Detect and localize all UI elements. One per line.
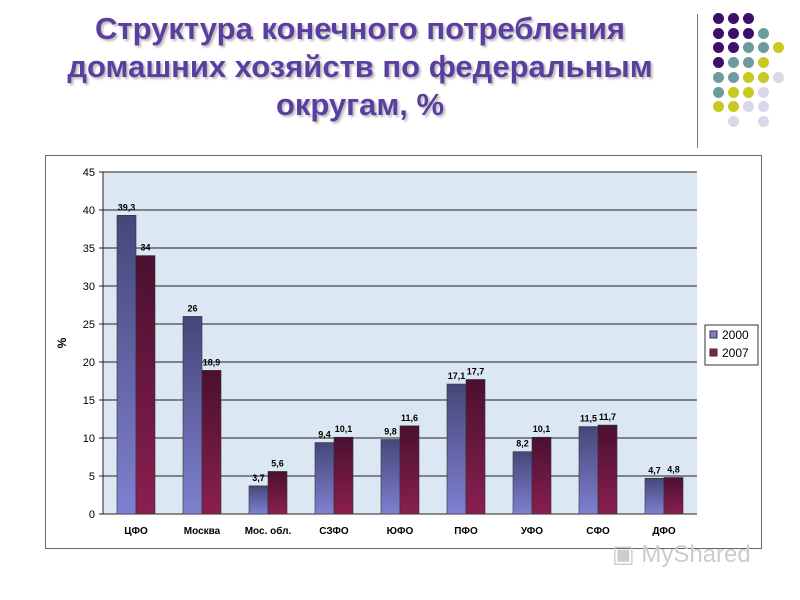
dot <box>728 115 739 127</box>
bar-2007 <box>531 436 552 515</box>
dot <box>713 101 724 113</box>
bar-2007 <box>201 370 222 515</box>
dot <box>743 42 754 54</box>
x-tick-label: Мос. обл. <box>245 525 292 537</box>
data-label: 11,7 <box>599 412 616 422</box>
y-tick-label: 40 <box>83 205 95 217</box>
dot <box>743 57 754 69</box>
y-tick-label: 20 <box>83 357 95 369</box>
bar-2000 <box>512 451 533 515</box>
x-tick-label: ЮФО <box>387 526 414 537</box>
legend-swatch <box>709 330 718 339</box>
dot <box>713 13 724 24</box>
data-label: 8,2 <box>516 439 529 449</box>
dot <box>713 27 724 39</box>
dot <box>743 101 754 113</box>
watermark-text: MyShared <box>641 541 751 568</box>
dot <box>728 42 739 54</box>
dot <box>743 27 754 39</box>
dot <box>758 57 769 69</box>
y-tick-label: 25 <box>83 319 95 331</box>
y-tick-label: 10 <box>83 433 95 445</box>
bar-2000 <box>116 215 137 515</box>
bar-2000 <box>578 426 599 515</box>
bar-2000 <box>446 383 467 515</box>
dot <box>758 86 769 98</box>
bar-2007 <box>465 379 486 515</box>
dot <box>713 42 724 54</box>
x-tick-label: Москва <box>184 526 221 537</box>
bar-2000 <box>182 316 203 515</box>
data-label: 11,5 <box>580 414 597 424</box>
slide-title: Структура конечного потребления домашних… <box>67 11 653 122</box>
dot <box>713 86 724 98</box>
bar-2000 <box>644 477 665 515</box>
data-label: 18,9 <box>203 357 221 367</box>
bar-2007 <box>267 471 288 515</box>
dot <box>728 101 739 113</box>
dot <box>743 86 754 98</box>
data-label: 5,6 <box>271 458 284 468</box>
bar-2000 <box>314 442 335 515</box>
data-label: 3,7 <box>252 473 265 483</box>
bar-2007 <box>333 436 354 515</box>
x-tick-label: СФО <box>586 526 610 537</box>
dot <box>743 71 754 83</box>
dot <box>758 71 769 83</box>
dot <box>728 57 739 69</box>
watermark-logo: ▣ MyShared <box>612 541 751 568</box>
bar-2000 <box>380 439 401 515</box>
legend-label: 2000 <box>722 328 749 342</box>
data-label: 10,1 <box>533 424 551 434</box>
data-label: 26 <box>187 303 197 313</box>
dot <box>728 86 739 98</box>
dot <box>758 27 769 39</box>
dot <box>713 71 724 83</box>
dot <box>773 42 784 54</box>
data-label: 4,8 <box>667 465 680 475</box>
bar-2007 <box>663 477 684 515</box>
dot <box>758 42 769 54</box>
x-tick-label: ЦФО <box>124 526 148 537</box>
data-label: 9,8 <box>384 427 397 437</box>
dot <box>728 27 739 39</box>
y-tick-label: 45 <box>83 167 95 179</box>
data-label: 4,7 <box>648 465 661 475</box>
data-label: 17,1 <box>448 371 466 381</box>
dot <box>758 101 769 113</box>
x-tick-label: УФО <box>521 526 543 537</box>
dot <box>728 71 739 83</box>
data-label: 10,1 <box>335 424 353 434</box>
data-label: 39,3 <box>118 202 136 212</box>
data-label: 34 <box>140 243 150 253</box>
dot <box>743 13 754 24</box>
dot <box>773 71 784 83</box>
x-tick-label: ДФО <box>652 526 676 537</box>
data-label: 9,4 <box>318 430 331 440</box>
y-tick-label: 15 <box>83 395 95 407</box>
divider <box>697 14 698 148</box>
data-label: 17,7 <box>467 366 485 376</box>
legend-label: 2007 <box>722 346 749 360</box>
y-axis-label: % <box>55 337 69 348</box>
dot <box>713 57 724 69</box>
dot <box>758 115 769 127</box>
bar-2000 <box>248 485 269 515</box>
y-tick-label: 35 <box>83 243 95 255</box>
legend-swatch <box>709 348 718 357</box>
x-tick-label: СЗФО <box>319 526 349 537</box>
y-tick-label: 0 <box>89 509 95 521</box>
y-tick-label: 30 <box>83 281 95 293</box>
y-tick-label: 5 <box>89 471 95 483</box>
bar-2007 <box>135 255 156 515</box>
bar-2007 <box>597 424 618 515</box>
bar-2007 <box>399 425 420 515</box>
dot <box>728 13 739 24</box>
x-tick-label: ПФО <box>454 526 478 537</box>
data-label: 11,6 <box>401 413 418 423</box>
